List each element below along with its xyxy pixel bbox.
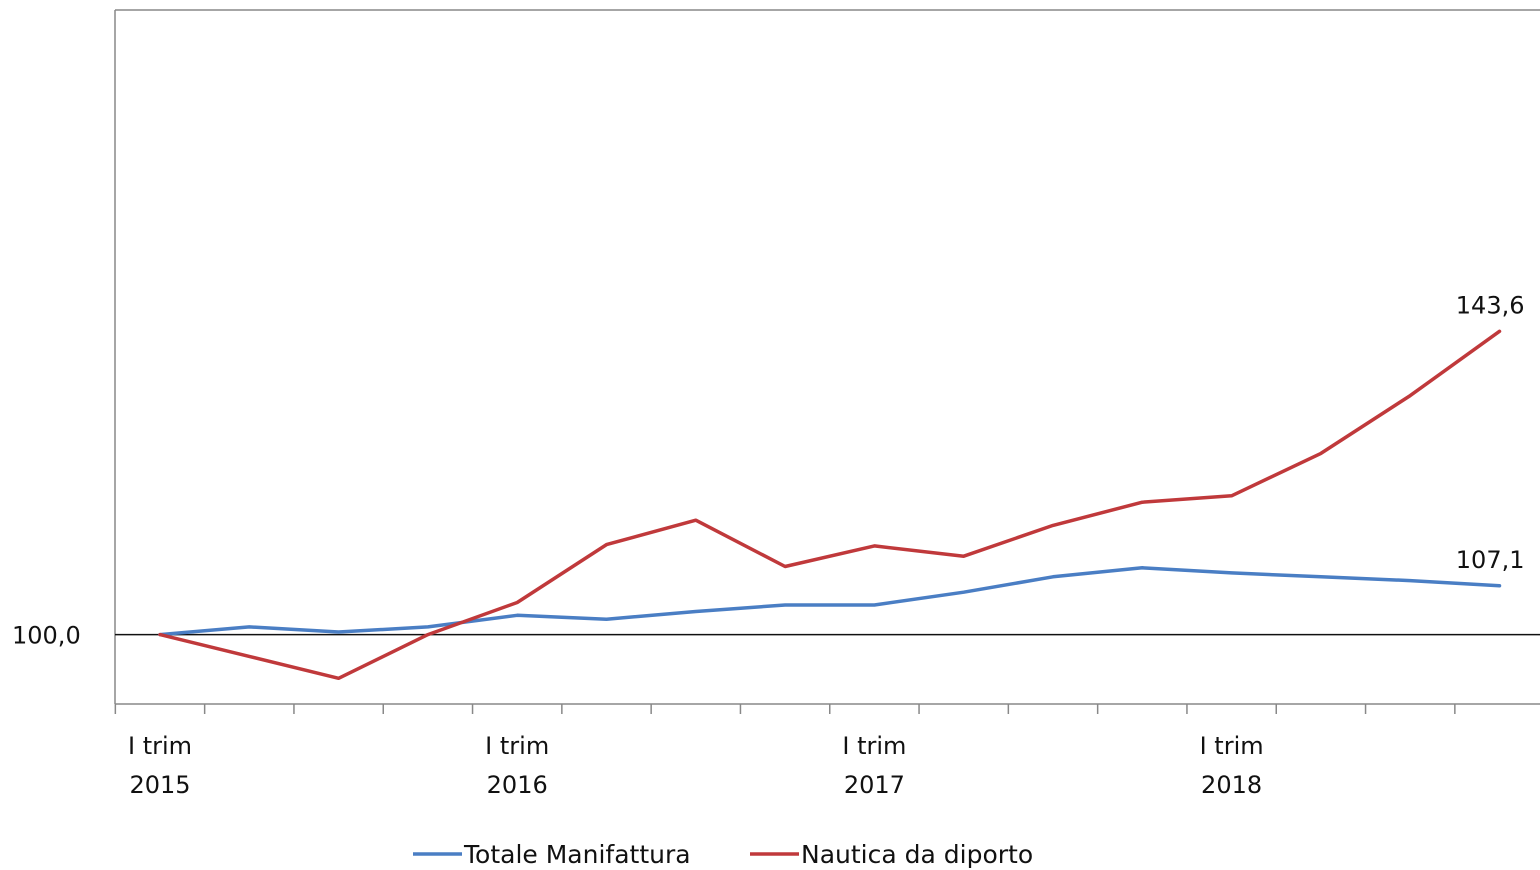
legend-label-totale-manifattura: Totale Manifattura xyxy=(463,840,691,869)
x-axis-ticks xyxy=(114,704,1456,714)
x-tick-label: I trim xyxy=(128,732,192,760)
x-tick-label: I trim xyxy=(485,732,549,760)
x-tick-labels: I trim 2015 I trim 2016 I trim 2017 I trim 2018 xyxy=(128,732,1264,799)
x-tick-label: I trim xyxy=(1200,732,1264,760)
x-tick-label-year: 2015 xyxy=(129,771,190,799)
legend: Totale Manifattura Nautica da diporto xyxy=(413,840,1033,869)
series-line-nautica-da-diporto xyxy=(158,329,1502,681)
x-tick-label-year: 2017 xyxy=(844,771,905,799)
baseline-group: 100,0 xyxy=(12,622,1540,650)
x-tick-label: I trim xyxy=(842,732,906,760)
x-tick-label-year: 2018 xyxy=(1201,771,1262,799)
legend-label-nautica-da-diporto: Nautica da diporto xyxy=(801,840,1033,869)
end-label-totale-manifattura: 107,1 xyxy=(1456,546,1525,574)
series-group: 107,1 143,6 xyxy=(158,291,1525,681)
series-line-totale-manifattura xyxy=(158,566,1502,637)
baseline-label: 100,0 xyxy=(12,622,81,650)
x-tick-label-year: 2016 xyxy=(487,771,548,799)
end-label-nautica-da-diporto: 143,6 xyxy=(1456,291,1525,319)
